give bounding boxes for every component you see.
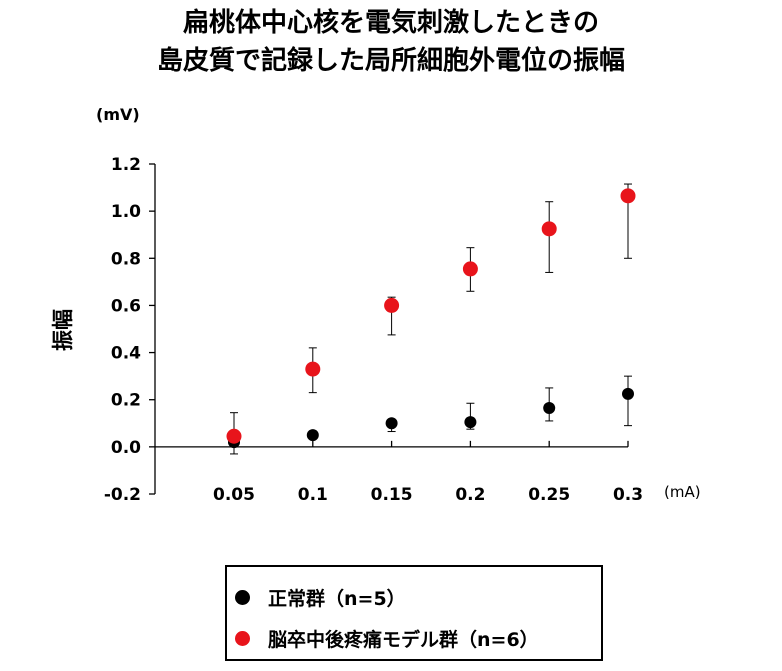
data-point-normal (306, 429, 319, 442)
y-tick-label: 0.0 (111, 438, 141, 458)
data-point-normal (464, 416, 477, 429)
x-tick-label: 0.25 (528, 485, 570, 505)
legend-label-stroke: 脳卒中後疼痛モデル群（n=6） (268, 628, 539, 651)
y-axis-label: 振幅 (51, 309, 75, 351)
chart-title: 扁桃体中心核を電気刺激したときの 島皮質で記録した局所細胞外電位の振幅 (0, 4, 782, 80)
scatter-plot: 1.2 1.0 0.8 0.6 0.4 0.2 0.0 -0.2 0.05 0.1 0.15 0.2 0… (51, 105, 701, 505)
data-point-normal (385, 417, 398, 430)
legend-label-normal: 正常群（n=5） (268, 587, 406, 610)
y-tick-label: 0.8 (111, 249, 141, 269)
y-tick-label: 0.4 (111, 344, 141, 364)
x-tick-label: 0.2 (455, 485, 485, 505)
legend: 正常群（n=5） 脳卒中後疼痛モデル群（n=6） (225, 565, 603, 661)
y-tick-label: -0.2 (104, 485, 141, 505)
y-unit-label: (mV) (96, 105, 140, 124)
legend-item-stroke: 脳卒中後疼痛モデル群（n=6） (235, 623, 539, 653)
legend-marker-stroke (235, 630, 250, 646)
y-tick-label: 0.2 (111, 391, 141, 411)
x-unit-label: (mA) (664, 483, 701, 501)
x-tick-label: 0.1 (298, 485, 328, 505)
data-point-stroke-model (620, 188, 636, 204)
data-point-stroke-model (226, 428, 242, 444)
y-tick-label: 0.6 (111, 296, 141, 316)
y-tick-label: 1.0 (111, 202, 141, 222)
data-point-stroke-model (305, 361, 321, 377)
data-point-stroke-model (462, 261, 478, 277)
x-tick-label: 0.15 (371, 485, 413, 505)
legend-marker-normal (235, 589, 250, 605)
data-point-normal (543, 401, 556, 414)
data-point-stroke-model (541, 221, 557, 237)
chart-title-line-2: 島皮質で記録した局所細胞外電位の振幅 (156, 46, 625, 76)
legend-item-normal: 正常群（n=5） (235, 582, 406, 612)
chart-title-line-1: 扁桃体中心核を電気刺激したときの (182, 8, 599, 38)
data-point-stroke-model (384, 297, 400, 313)
x-tick-label: 0.3 (613, 485, 643, 505)
data-point-normal (622, 387, 634, 400)
x-tick-label: 0.05 (213, 485, 255, 505)
y-tick-label: 1.2 (111, 155, 141, 175)
